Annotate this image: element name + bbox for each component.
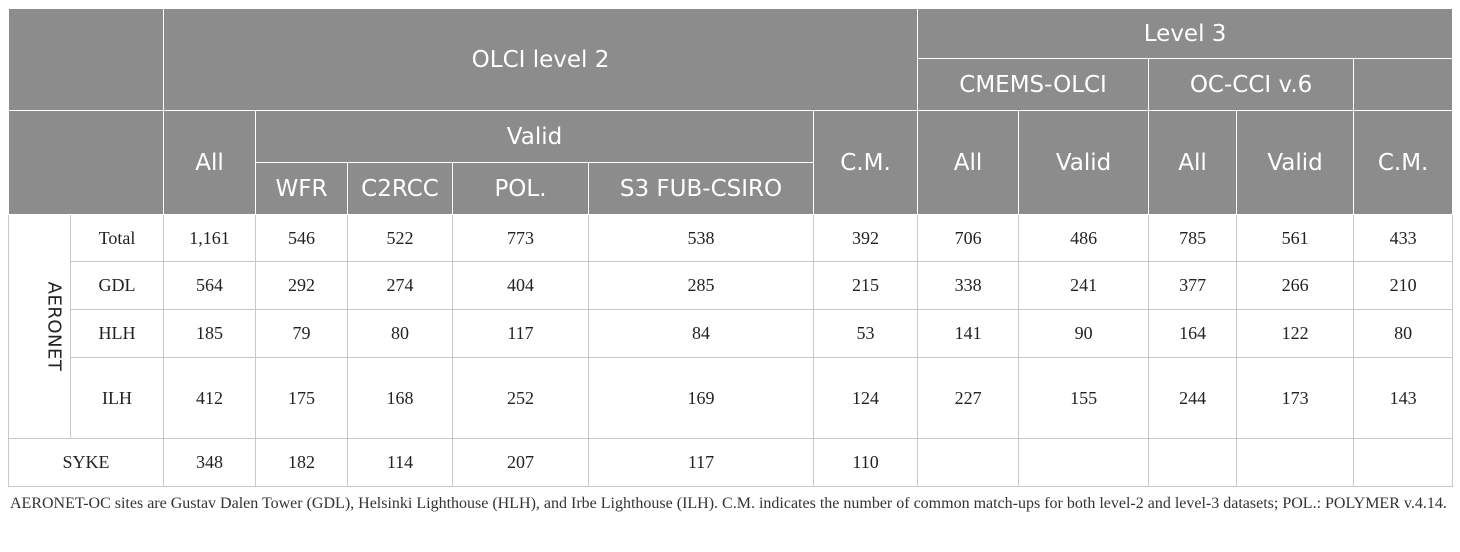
cell: 433 [1353,214,1454,262]
header-cmems-valid: Valid [1018,110,1150,215]
header-oc-cci: OC-CCI v.6 [1148,58,1355,111]
cell: 175 [255,357,348,439]
cell: 114 [347,438,453,487]
cell: 182 [255,438,348,487]
cell: 266 [1236,261,1355,310]
row-label: ILH [70,357,164,439]
cell: 79 [255,309,348,358]
row-label-syke: SYKE [8,438,164,487]
cell: 168 [347,357,453,439]
table-row: GDL 564 292 274 404 285 215 338 241 377 … [9,261,1454,310]
header-level3: Level 3 [917,8,1454,59]
cell [1236,438,1355,487]
cell: 785 [1148,214,1238,262]
header-cmems-all: All [917,110,1020,215]
row-label: HLH [70,309,164,358]
table-row: AERONET Total 1,161 546 522 773 538 392 … [8,214,1454,439]
table-row: SYKE 348 182 114 207 117 110 [8,438,1454,487]
header-s3fub: S3 FUB-CSIRO [588,162,814,215]
header-cmems-olci: CMEMS-OLCI [917,58,1150,111]
cell: 338 [917,261,1020,310]
cell: 706 [917,214,1020,262]
cell [1148,438,1238,487]
cell: 241 [1018,261,1150,310]
cell: 210 [1353,261,1454,310]
cell [1018,438,1150,487]
cell: 274 [347,261,453,310]
cell: 404 [452,261,589,310]
cell: 292 [255,261,348,310]
cell: 1,161 [163,214,256,262]
cell [917,438,1020,487]
cell: 215 [812,261,919,310]
cell: 90 [1018,309,1150,358]
cell: 141 [917,309,1020,358]
cell: 53 [812,309,919,358]
cell: 155 [1018,357,1150,439]
cell: 185 [163,309,256,358]
table-container: OLCI level 2 Level 3 CMEMS-OLCI OC-CCI v… [8,8,1454,514]
cell: 348 [163,438,256,487]
header-corner [8,8,164,111]
table-row: ILH 412 175 168 252 169 124 227 155 244 … [9,357,1454,439]
cell: 143 [1353,357,1454,439]
table-row: HLH 185 79 80 117 84 53 141 90 164 122 8… [9,309,1454,358]
cell: 117 [452,309,589,358]
cell: 285 [588,261,814,310]
table-footnote: AERONET-OC sites are Gustav Dalen Tower … [10,495,1447,512]
cell: 124 [812,357,919,439]
cell: 773 [452,214,589,262]
header-wfr: WFR [255,162,348,215]
header-l2-all: All [163,110,256,215]
cell: 227 [917,357,1020,439]
cell: 564 [163,261,256,310]
header-occci-all: All [1148,110,1238,215]
header-occci-valid: Valid [1236,110,1355,215]
header-l3-cm: C.M. [1353,110,1454,215]
cell: 173 [1236,357,1355,439]
cell: 207 [452,438,589,487]
header-empty [1353,58,1454,111]
cell: 392 [812,214,919,262]
header-pol: POL. [452,162,589,215]
cell: 80 [347,309,453,358]
header-l2-cm: C.M. [812,110,919,215]
header-l2-valid: Valid [255,110,814,163]
cell: 169 [588,357,814,439]
cell: 252 [452,357,589,439]
matchup-table: OLCI level 2 Level 3 CMEMS-OLCI OC-CCI v… [8,8,1454,487]
cell: 80 [1353,309,1454,358]
aeronet-group-label: AERONET [8,214,71,439]
cell: 412 [163,357,256,439]
cell: 546 [255,214,348,262]
cell: 117 [588,438,814,487]
cell [1353,438,1454,487]
cell: 377 [1148,261,1238,310]
cell: 561 [1236,214,1355,262]
row-label: GDL [70,261,164,310]
cell: 538 [588,214,814,262]
cell: 164 [1148,309,1238,358]
cell: 522 [347,214,453,262]
cell: 122 [1236,309,1355,358]
header-c2rcc: C2RCC [347,162,453,215]
header-olci-level2: OLCI level 2 [162,8,919,111]
cell: 486 [1018,214,1150,262]
cell: 244 [1148,357,1238,439]
cell: 84 [588,309,814,358]
row-label: Total [70,214,164,262]
header-corner-2 [8,110,164,215]
cell: 110 [812,438,919,487]
